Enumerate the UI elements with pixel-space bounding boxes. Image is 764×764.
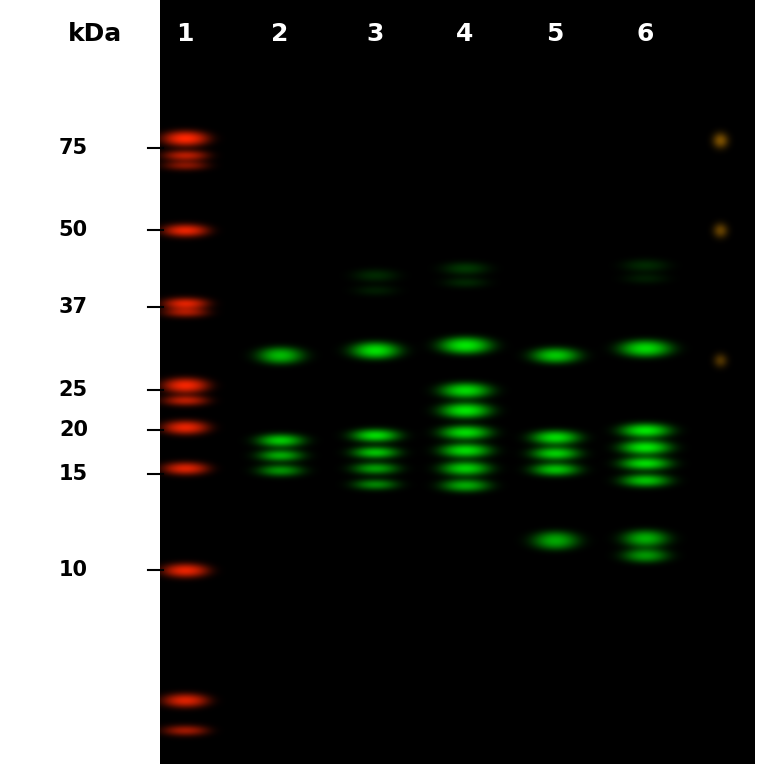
Text: 25: 25 (59, 380, 88, 400)
Text: 5: 5 (546, 22, 564, 46)
Text: 6: 6 (636, 22, 654, 46)
Text: 2: 2 (271, 22, 289, 46)
Text: kDa: kDa (68, 22, 122, 46)
Text: 20: 20 (59, 420, 88, 440)
Text: 4: 4 (456, 22, 474, 46)
Text: 37: 37 (59, 297, 88, 317)
Text: 1: 1 (176, 22, 194, 46)
Text: 75: 75 (59, 138, 88, 158)
Text: 10: 10 (59, 560, 88, 580)
Text: 50: 50 (59, 220, 88, 240)
Text: 15: 15 (59, 464, 88, 484)
Text: 3: 3 (366, 22, 384, 46)
